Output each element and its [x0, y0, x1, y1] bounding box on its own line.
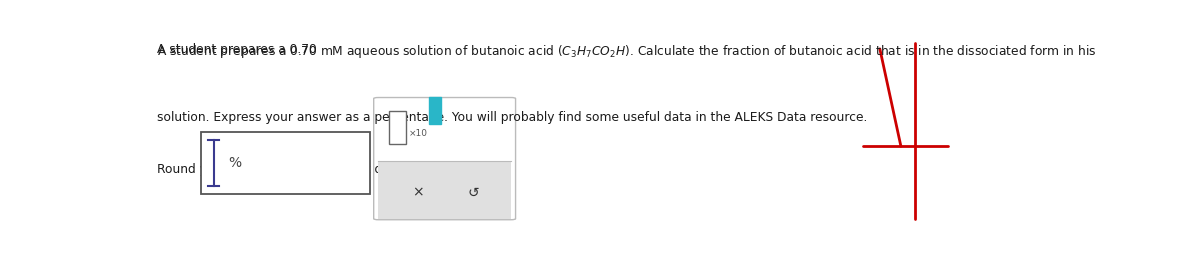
Text: A student prepares a 0.70 mM aqueous solution of butanoic acid $(C_3H_7CO_2H)$. : A student prepares a 0.70 mM aqueous sol… [157, 43, 1096, 60]
FancyBboxPatch shape [201, 132, 370, 194]
FancyBboxPatch shape [429, 97, 442, 124]
Text: ↺: ↺ [468, 186, 479, 200]
FancyBboxPatch shape [378, 161, 511, 219]
Text: A student prepares a 0.70: A student prepares a 0.70 [157, 43, 320, 56]
Text: %: % [228, 156, 241, 170]
FancyBboxPatch shape [373, 98, 516, 220]
FancyBboxPatch shape [390, 111, 406, 144]
Text: ×: × [412, 186, 424, 200]
Text: ×10: ×10 [409, 129, 428, 137]
Text: Round your answer to 2 significant digits.: Round your answer to 2 significant digit… [157, 163, 412, 176]
Text: solution. Express your answer as a percentage. You will probably find some usefu: solution. Express your answer as a perce… [157, 111, 867, 124]
